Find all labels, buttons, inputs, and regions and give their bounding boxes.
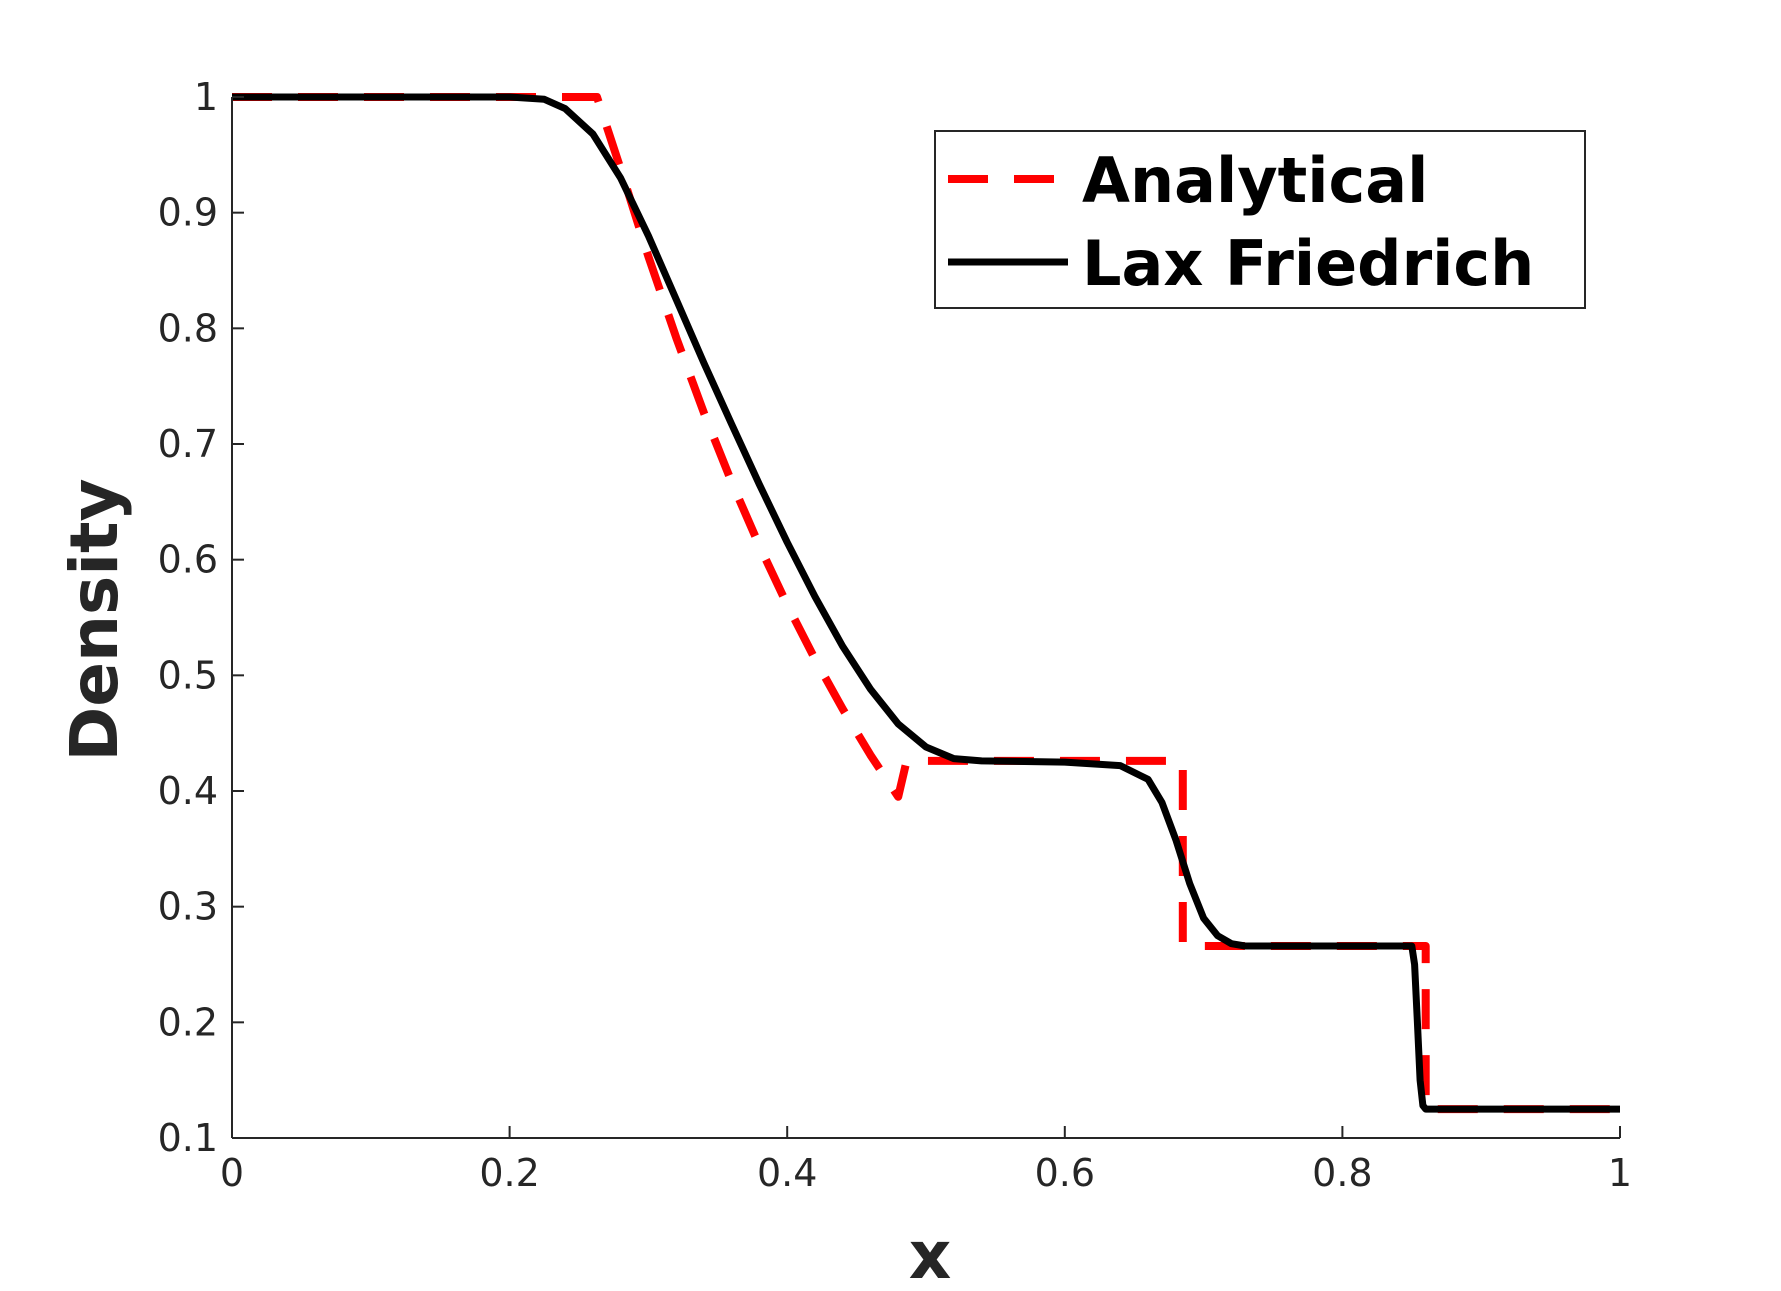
series-line-analytical xyxy=(232,93,1620,1114)
y-tick-label: 0.3 xyxy=(158,885,218,929)
legend-label-lax-friedrich: Lax Friedrich xyxy=(1082,227,1534,300)
x-tick-label: 0.4 xyxy=(757,1151,817,1195)
tick-layer: 0 0.2 0.4 0.6 0.8 1 0.1 0.2 0.3 0.4 0.5 0.6 0.7 0.8 0.… xyxy=(158,75,1633,1195)
y-tick-label: 0.1 xyxy=(158,1116,218,1160)
series-layer xyxy=(232,93,1620,1114)
y-axis-title: Density xyxy=(56,478,133,761)
series-line-lax-friedrich xyxy=(232,93,1620,1113)
x-axis-title: x xyxy=(909,1217,952,1291)
x-tick-label: 1 xyxy=(1608,1151,1632,1195)
legend-box xyxy=(934,130,1586,309)
y-tick-label: 0.5 xyxy=(158,653,218,697)
x-tick-label: 0.6 xyxy=(1035,1151,1095,1195)
y-tick-label: 0.6 xyxy=(158,538,218,582)
y-tick-label: 0.8 xyxy=(158,306,218,350)
y-tick-label: 0.9 xyxy=(158,191,218,235)
axes xyxy=(231,97,1620,1139)
y-tick-label: 0.4 xyxy=(158,769,218,813)
x-tick-label: 0.2 xyxy=(479,1151,539,1195)
y-tick-label: 0.2 xyxy=(158,1000,218,1044)
legend-label-analytical: Analytical xyxy=(1082,144,1428,217)
y-tick-label: 1 xyxy=(194,75,218,119)
y-tick-label: 0.7 xyxy=(158,422,218,466)
legend: Analytical Lax Friedrich xyxy=(934,130,1586,309)
x-tick-label: 0.8 xyxy=(1312,1151,1372,1195)
x-tick-label: 0 xyxy=(220,1151,244,1195)
